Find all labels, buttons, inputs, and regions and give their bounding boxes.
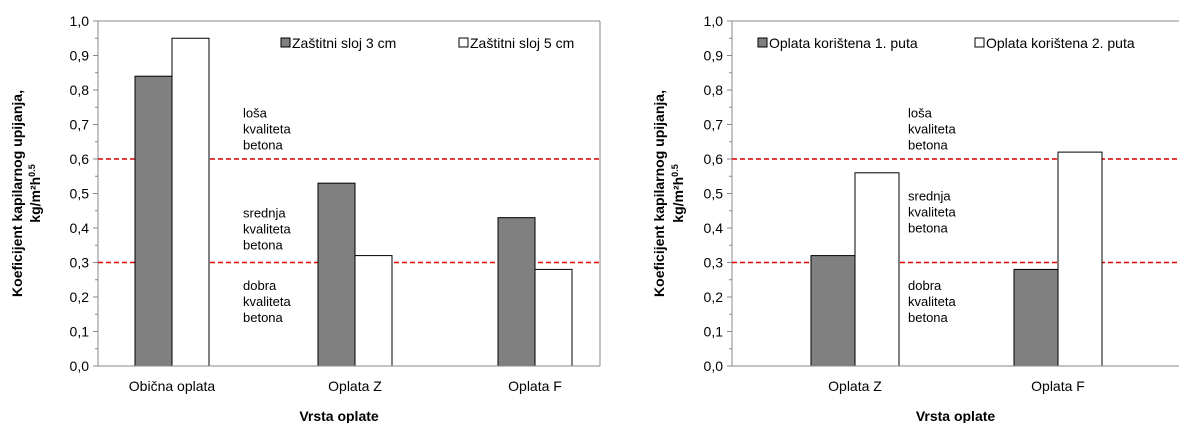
legend-label: Zaštitni sloj 3 cm — [292, 35, 396, 51]
bar-series-1 — [497, 217, 536, 367]
annotation-line: loša — [908, 106, 933, 121]
annotation-line: srednja — [243, 206, 286, 221]
y-tick-label: 0,3 — [70, 255, 90, 271]
chart-1: 0,0 0,1 0,2 0,3 0,4 0,5 0,6 0,7 0,8 0,9 1,0 Obična … — [9, 13, 601, 423]
y-axis-unit-exponent: 0.5 — [670, 164, 680, 177]
bar-series-2 — [354, 255, 393, 367]
quality-annotation: loša kvaliteta betona — [243, 106, 291, 153]
y-tick-label: 0,6 — [704, 151, 724, 167]
y-tick-label: 0,0 — [70, 358, 90, 374]
y-axis-unit-exponent: 0.5 — [27, 164, 37, 177]
bar-series-1 — [810, 255, 856, 367]
quality-annotation: dobra kvaliteta betona — [908, 278, 956, 325]
annotation-line: srednja — [908, 188, 951, 203]
bar-series-1 — [1013, 268, 1059, 367]
legend-swatch — [280, 37, 291, 48]
legend-swatch — [974, 37, 985, 48]
x-tick-label: Oplata F — [508, 378, 562, 394]
y-axis-unit: kg/m²h0.5 — [670, 164, 686, 222]
quality-annotation: loša kvaliteta betona — [908, 106, 956, 153]
y-tick-label: 0,9 — [70, 48, 90, 64]
annotation-line: betona — [908, 138, 949, 153]
y-tick-label: 1,0 — [704, 13, 724, 29]
y-axis-unit-base: kg/m²h — [670, 177, 686, 223]
y-tick-label: 1,0 — [70, 13, 90, 29]
y-tick-label: 0,1 — [704, 324, 724, 340]
y-tick-label: 0,2 — [704, 289, 724, 305]
annotation-line: betona — [243, 238, 284, 253]
bar-series-1 — [134, 75, 173, 367]
y-tick-label: 0,4 — [70, 220, 90, 236]
annotation-line: dobra — [243, 278, 277, 293]
annotation-line: dobra — [908, 278, 942, 293]
annotation-line: loša — [243, 106, 268, 121]
quality-annotation: srednja kvaliteta betona — [908, 188, 956, 235]
legend-swatch — [458, 37, 469, 48]
quality-annotation: dobra kvaliteta betona — [243, 278, 291, 325]
y-tick-label: 0,6 — [70, 151, 90, 167]
x-tick-label: Obična oplata — [129, 378, 216, 394]
bar-series-2 — [534, 268, 573, 367]
y-tick-label: 0,3 — [704, 255, 724, 271]
y-axis-unit: kg/m²h0.5 — [27, 164, 43, 222]
legend-label: Oplata korištena 1. puta — [769, 35, 918, 51]
y-tick-label: 0,5 — [70, 186, 90, 202]
annotation-line: kvaliteta — [908, 122, 956, 137]
x-tick-label: Oplata Z — [328, 378, 382, 394]
x-tick-label: Oplata Z — [828, 378, 882, 394]
y-axis-title: Koeficijent kapilarnog upijanja, — [9, 90, 25, 297]
annotation-line: kvaliteta — [243, 294, 291, 309]
bar-series-1 — [317, 182, 356, 367]
quality-annotation: srednja kvaliteta betona — [243, 206, 291, 253]
y-axis-title: Koeficijent kapilarnog upijanja, — [651, 90, 667, 297]
x-axis-title: Vrsta oplate — [916, 408, 996, 423]
annotation-line: kvaliteta — [243, 222, 291, 237]
x-axis-title: Vrsta oplate — [299, 408, 379, 423]
annotation-line: betona — [908, 220, 949, 235]
annotation-line: betona — [243, 138, 284, 153]
y-tick-label: 0,2 — [70, 289, 90, 305]
annotation-line: kvaliteta — [908, 204, 956, 219]
x-tick-label: Oplata F — [1031, 378, 1085, 394]
legend-label: Zaštitni sloj 5 cm — [470, 35, 574, 51]
annotation-line: kvaliteta — [243, 122, 291, 137]
bar-series-2 — [854, 172, 900, 367]
legend-label: Oplata korištena 2. puta — [986, 35, 1135, 51]
legend-swatch — [757, 37, 768, 48]
y-tick-label: 0,7 — [70, 117, 90, 133]
bar-series-2 — [171, 37, 210, 367]
y-tick-label: 0,0 — [704, 358, 724, 374]
y-tick-label: 0,8 — [704, 82, 724, 98]
y-tick-label: 0,7 — [704, 117, 724, 133]
y-tick-label: 0,4 — [704, 220, 724, 236]
y-tick-label: 0,9 — [704, 48, 724, 64]
y-tick-label: 0,5 — [704, 186, 724, 202]
y-tick-label: 0,1 — [70, 324, 90, 340]
y-axis-unit-base: kg/m²h — [27, 177, 43, 223]
annotation-line: kvaliteta — [908, 294, 956, 309]
bar-series-2 — [1057, 151, 1103, 367]
annotation-line: betona — [908, 310, 949, 325]
chart-2: 0,0 0,1 0,2 0,3 0,4 0,5 0,6 0,7 0,8 0,9 1,0 Oplata … — [651, 13, 1179, 423]
y-tick-label: 0,8 — [70, 82, 90, 98]
annotation-line: betona — [243, 310, 284, 325]
